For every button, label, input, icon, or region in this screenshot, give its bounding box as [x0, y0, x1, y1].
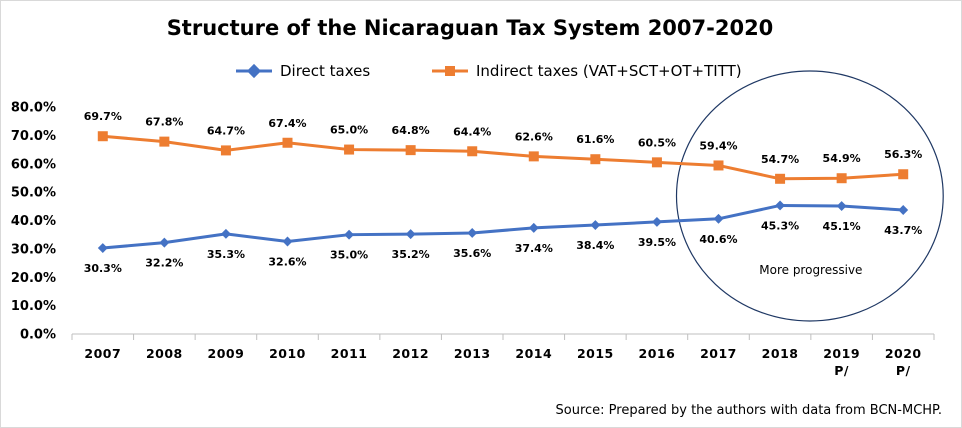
- data-point-indirect: [528, 151, 539, 162]
- x-tick-label: 2010: [269, 346, 306, 361]
- x-tick-label: 2016: [639, 346, 676, 361]
- data-point-indirect: [97, 131, 108, 142]
- x-tick-label: 2011: [331, 346, 368, 361]
- data-label-direct: 45.1%: [823, 220, 861, 233]
- x-tick-label: 2019: [823, 346, 860, 361]
- data-point-direct: [344, 229, 355, 240]
- x-tick-label: 2018: [762, 346, 799, 361]
- legend: Direct taxes Indirect taxes (VAT+SCT+OT+…: [236, 62, 742, 80]
- data-point-direct: [651, 216, 662, 227]
- x-tick-label: 2020: [885, 346, 922, 361]
- data-point-indirect: [651, 157, 662, 168]
- y-tick-label: 70.0%: [11, 129, 56, 144]
- x-tick-label: 2017: [700, 346, 737, 361]
- chart-title: Structure of the Nicaraguan Tax System 2…: [167, 16, 774, 40]
- data-label-indirect: 60.5%: [638, 136, 676, 149]
- data-point-indirect: [220, 145, 231, 156]
- x-tick-note: P/: [834, 363, 849, 378]
- data-label-direct: 35.0%: [330, 249, 368, 262]
- source-note: Source: Prepared by the authors with dat…: [556, 403, 943, 418]
- data-label-direct: 45.3%: [761, 219, 799, 232]
- data-point-direct: [713, 213, 724, 224]
- data-label-indirect: 69.7%: [84, 110, 122, 123]
- data-label-direct: 38.4%: [576, 239, 614, 252]
- data-label-indirect: 65.0%: [330, 124, 368, 137]
- data-labels: 30.3% 32.2% 35.3% 32.6% 35.0% 35.2% 35.6% 37.4%…: [84, 110, 923, 275]
- data-point-direct: [97, 243, 108, 253]
- data-point-indirect: [836, 173, 847, 184]
- data-label-indirect: 67.4%: [268, 117, 306, 130]
- y-tick-label: 10.0%: [11, 299, 56, 314]
- x-tick-label: 2013: [454, 346, 491, 361]
- data-point-direct: [775, 200, 786, 211]
- series-layer: [97, 131, 909, 253]
- data-point-direct: [590, 220, 601, 230]
- data-label-indirect: 64.4%: [453, 125, 491, 138]
- data-label-direct: 32.6%: [268, 255, 306, 268]
- data-label-direct: 35.6%: [453, 247, 491, 260]
- data-label-direct: 39.5%: [638, 236, 676, 249]
- data-label-indirect: 59.4%: [699, 139, 737, 152]
- y-tick-label: 40.0%: [11, 214, 56, 229]
- annotation-ellipse: [675, 70, 944, 322]
- data-point-direct: [836, 201, 847, 211]
- data-point-indirect: [344, 144, 355, 155]
- data-point-indirect: [467, 146, 478, 157]
- data-point-direct: [282, 236, 293, 247]
- data-point-direct: [898, 205, 909, 215]
- data-point-direct: [405, 229, 416, 240]
- data-label-direct: 37.4%: [515, 242, 553, 255]
- data-label-direct: 30.3%: [84, 262, 122, 275]
- data-point-indirect: [282, 137, 293, 148]
- legend-direct-label: Direct taxes: [280, 62, 370, 80]
- x-tick-label: 2015: [577, 346, 614, 361]
- data-label-direct: 35.3%: [207, 248, 245, 261]
- data-label-indirect: 64.8%: [392, 124, 430, 137]
- x-tick-label: 2012: [392, 346, 429, 361]
- data-label-indirect: 64.7%: [207, 124, 245, 137]
- data-label-indirect: 62.6%: [515, 130, 553, 143]
- legend-indirect-label: Indirect taxes (VAT+SCT+OT+TITT): [476, 62, 742, 80]
- y-tick-label: 50.0%: [11, 186, 56, 201]
- data-point-direct: [220, 228, 231, 239]
- y-tick-label: 60.0%: [11, 157, 56, 172]
- annotation-layer: More progressive: [675, 70, 944, 322]
- data-label-direct: 43.7%: [884, 224, 922, 237]
- data-point-indirect: [775, 173, 786, 184]
- data-point-indirect: [159, 136, 170, 147]
- legend-indirect-marker: [445, 66, 455, 76]
- annotation-text: More progressive: [759, 263, 862, 277]
- data-label-indirect: 56.3%: [884, 148, 922, 161]
- x-tick-label: 2007: [84, 346, 121, 361]
- x-axis: 2007 2008 2009 2010 2011 2012 2013 2014 2015 2016…: [71, 333, 935, 378]
- data-point-indirect: [590, 154, 601, 165]
- data-point-indirect: [405, 145, 416, 156]
- series-line-direct: [101, 203, 905, 250]
- data-point-direct: [467, 228, 478, 238]
- y-tick-label: 80.0%: [11, 101, 56, 116]
- data-label-indirect: 54.9%: [823, 152, 861, 165]
- x-tick-label: 2009: [208, 346, 245, 361]
- x-tick-label: 2014: [515, 346, 552, 361]
- data-label-indirect: 54.7%: [761, 153, 799, 166]
- data-point-direct: [159, 237, 170, 248]
- y-tick-label: 30.0%: [11, 242, 56, 257]
- y-tick-label: 20.0%: [11, 271, 56, 286]
- data-point-indirect: [713, 160, 724, 171]
- data-label-indirect: 61.6%: [576, 133, 614, 146]
- x-tick-note: P/: [896, 363, 911, 378]
- data-point-direct: [528, 222, 539, 233]
- y-axis: 0.0% 10.0% 20.0% 30.0% 40.0% 50.0% 60.0% 70.0% 8…: [11, 101, 56, 343]
- data-label-direct: 35.2%: [392, 248, 430, 261]
- x-tick-label: 2008: [146, 346, 183, 361]
- y-tick-label: 0.0%: [20, 328, 56, 343]
- data-label-indirect: 67.8%: [145, 116, 183, 129]
- data-point-indirect: [898, 169, 909, 180]
- series-line-indirect: [101, 134, 905, 181]
- data-label-direct: 40.6%: [699, 233, 737, 246]
- data-label-direct: 32.2%: [145, 257, 183, 270]
